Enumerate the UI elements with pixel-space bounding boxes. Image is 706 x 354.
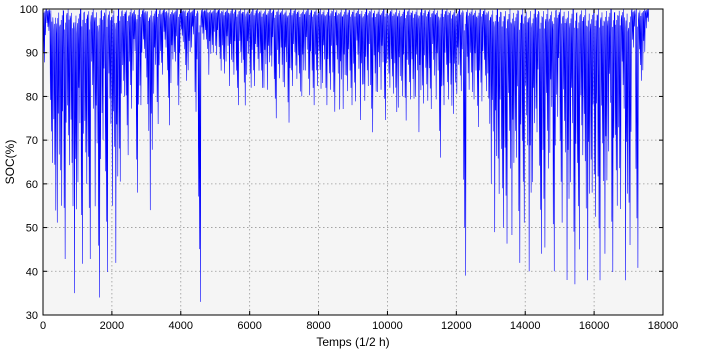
x-tick-label: 16000 — [579, 320, 610, 332]
x-tick-label: 2000 — [100, 320, 124, 332]
y-tick-label: 30 — [26, 310, 38, 322]
x-tick-label: 10000 — [372, 320, 403, 332]
x-tick-label: 18000 — [648, 320, 679, 332]
grid-lines — [43, 9, 663, 315]
x-tick-label: 8000 — [306, 320, 330, 332]
y-tick-label: 80 — [26, 91, 38, 103]
y-tick-label: 50 — [26, 223, 38, 235]
y-tick-labels: 30 40 50 60 70 80 90 100 — [20, 4, 38, 322]
y-tick-label: 40 — [26, 266, 38, 278]
y-tick-label: 70 — [26, 135, 38, 147]
x-tick-label: 12000 — [441, 320, 472, 332]
x-tick-label: 0 — [40, 320, 46, 332]
x-tick-label: 4000 — [169, 320, 193, 332]
y-axis-label: SOC(%) — [3, 140, 17, 185]
x-tick-labels: 0 2000 4000 6000 8000 10000 12000 14000 16000 180… — [40, 320, 678, 332]
axis-ticks — [42, 8, 664, 316]
x-axis-label: Temps (1/2 h) — [316, 335, 389, 349]
plot-frame — [42, 8, 664, 316]
y-tick-label: 100 — [20, 4, 38, 16]
y-tick-label: 60 — [26, 179, 38, 191]
x-tick-label: 6000 — [237, 320, 261, 332]
x-tick-label: 14000 — [510, 320, 541, 332]
y-tick-label: 90 — [26, 48, 38, 60]
